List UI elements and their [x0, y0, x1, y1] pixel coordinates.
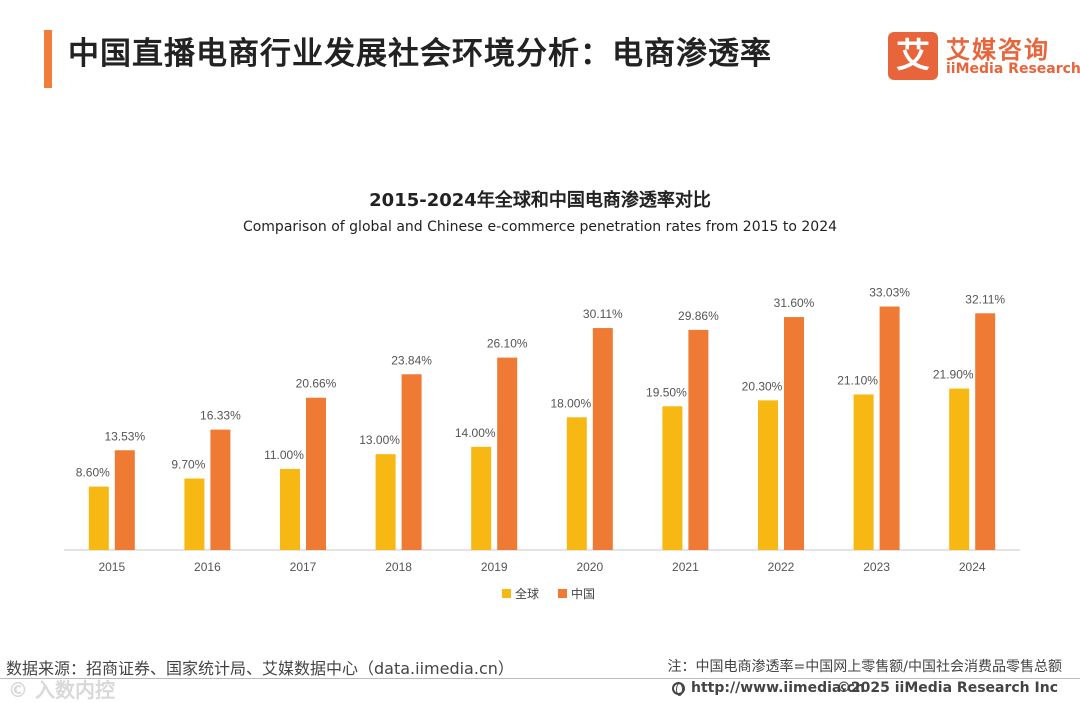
- data-label-china-2022: 31.60%: [774, 296, 815, 310]
- data-label-global-2017: 11.00%: [264, 448, 304, 462]
- data-label-global-2020: 18.00%: [550, 396, 591, 410]
- logo-mark-icon: 艾: [888, 32, 938, 80]
- legend-swatch-global: [502, 589, 511, 598]
- bar-global-2024: [949, 388, 970, 550]
- legend-label-china: 中国: [571, 586, 595, 601]
- data-label-china-2019: 26.10%: [487, 337, 528, 351]
- x-tick-label-2017: 2017: [290, 560, 317, 574]
- data-label-china-2018: 23.84%: [391, 353, 432, 367]
- data-label-china-2024: 32.11%: [965, 292, 1005, 306]
- data-label-china-2020: 30.11%: [583, 307, 623, 321]
- x-tick-label-2016: 2016: [194, 560, 221, 574]
- data-label-china-2021: 29.86%: [678, 309, 719, 323]
- title-accent-bar: [44, 30, 52, 88]
- data-label-global-2023: 21.10%: [837, 373, 878, 387]
- x-tick-label-2021: 2021: [672, 560, 699, 574]
- globe-icon: [672, 682, 685, 696]
- iimedia-logo[interactable]: 艾 艾媒咨询 iiMedia Research: [888, 32, 1080, 82]
- data-label-china-2017: 20.66%: [296, 377, 337, 391]
- bar-china-2018: [401, 374, 422, 550]
- bar-global-2016: [184, 478, 205, 550]
- bar-china-2022: [784, 317, 804, 550]
- data-label-global-2016: 9.70%: [171, 457, 205, 471]
- bar-global-2015: [88, 486, 109, 550]
- bar-china-2024: [975, 313, 996, 550]
- bar-china-2015: [114, 450, 135, 550]
- data-label-china-2016: 16.33%: [200, 409, 241, 423]
- x-tick-label-2022: 2022: [768, 560, 795, 574]
- bar-global-2017: [280, 468, 300, 550]
- legend-label-global: 全球: [515, 586, 539, 601]
- logo-name-cn: 艾媒咨询: [946, 36, 1050, 64]
- footer-divider: [0, 678, 1080, 679]
- bar-china-2016: [210, 429, 231, 550]
- bar-global-2021: [662, 406, 683, 550]
- data-label-china-2015: 13.53%: [104, 429, 145, 443]
- definition-note: 注：中国电商渗透率=中国网上零售额/中国社会消费品零售总额: [667, 659, 1062, 675]
- data-source-note: 数据来源：招商证券、国家统计局、艾媒数据中心（data.iimedia.cn）: [6, 659, 514, 678]
- x-tick-label-2015: 2015: [98, 560, 125, 574]
- data-label-global-2019: 14.00%: [455, 426, 496, 440]
- x-tick-label-2019: 2019: [481, 560, 508, 574]
- bar-global-2019: [471, 446, 492, 550]
- data-label-global-2024: 21.90%: [933, 368, 974, 382]
- x-tick-label-2020: 2020: [576, 560, 603, 574]
- bar-global-2020: [566, 417, 587, 550]
- bar-china-2017: [306, 397, 326, 550]
- x-tick-label-2023: 2023: [863, 560, 890, 574]
- bar-china-2019: [497, 357, 518, 550]
- data-label-global-2022: 20.30%: [742, 379, 783, 393]
- x-tick-label-2024: 2024: [959, 560, 986, 574]
- chart-title: 2015-2024年全球和中国电商渗透率对比: [369, 190, 711, 211]
- website-url[interactable]: http://www.iimedia.cn: [691, 680, 865, 696]
- data-label-china-2023: 33.03%: [869, 286, 910, 300]
- watermark: © 入数内控: [8, 678, 115, 702]
- bar-china-2023: [879, 306, 900, 550]
- page-title: 中国直播电商行业发展社会环境分析：电商渗透率: [68, 36, 772, 72]
- x-tick-label-2018: 2018: [385, 560, 412, 574]
- bar-global-2022: [758, 400, 778, 550]
- data-label-global-2015: 8.60%: [76, 466, 110, 480]
- bar-china-2020: [592, 328, 613, 550]
- logo-name-en: iiMedia Research: [946, 61, 1080, 77]
- copyright: ©2025 iiMedia Research Inc: [836, 680, 1058, 696]
- chart-subtitle: Comparison of global and Chinese e-comme…: [242, 219, 838, 235]
- data-label-global-2021: 19.50%: [646, 385, 687, 399]
- bar-china-2021: [688, 329, 709, 550]
- legend-swatch-china: [558, 589, 567, 598]
- bar-global-2018: [375, 454, 396, 550]
- website-link[interactable]: http://www.iimedia.cn: [672, 680, 865, 696]
- bar-global-2023: [853, 394, 874, 550]
- data-label-global-2018: 13.00%: [359, 433, 400, 447]
